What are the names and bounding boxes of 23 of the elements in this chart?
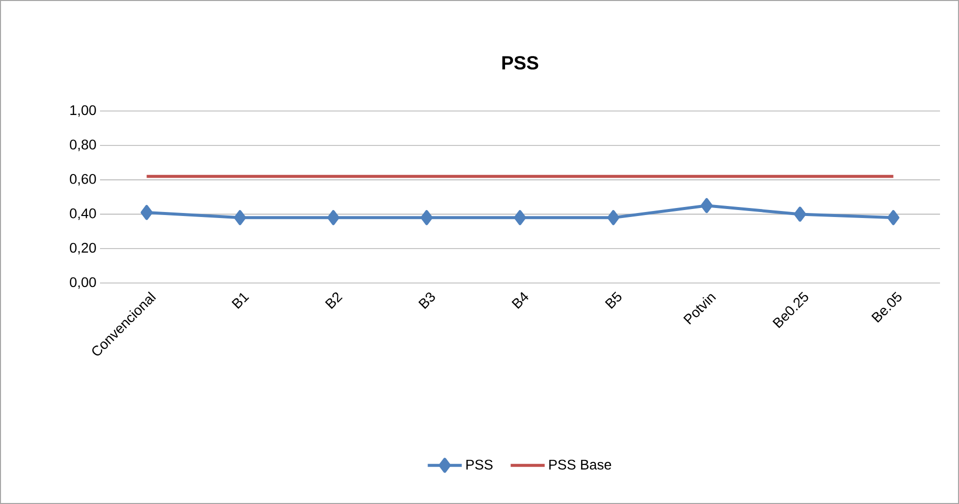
y-tick-label: 0,00: [70, 277, 96, 289]
point: [794, 206, 806, 222]
point: [140, 204, 153, 220]
y-tick-label: 1,00: [70, 105, 96, 117]
x-tick-label: B4: [512, 292, 528, 309]
point: [514, 210, 526, 226]
y-tick-label: 0,80: [70, 140, 96, 152]
x-tick-label: B1: [232, 292, 250, 309]
point: [700, 198, 713, 214]
legend-label: PSS: [466, 460, 493, 470]
y-tick-label: 0,60: [70, 174, 96, 186]
x-tick-label: B5: [604, 292, 622, 309]
y-tick-label: 0,40: [70, 208, 96, 220]
point: [420, 210, 433, 226]
point: [607, 210, 620, 226]
x-tick-label: B2: [325, 292, 343, 309]
chart-title: PSS: [502, 56, 538, 70]
point: [327, 210, 340, 226]
point: [234, 210, 246, 226]
point: [887, 210, 900, 226]
y-tick-label: 0,20: [70, 242, 96, 254]
x-tick-label: B3: [418, 292, 435, 309]
legend-label: PSS Base: [549, 460, 612, 470]
